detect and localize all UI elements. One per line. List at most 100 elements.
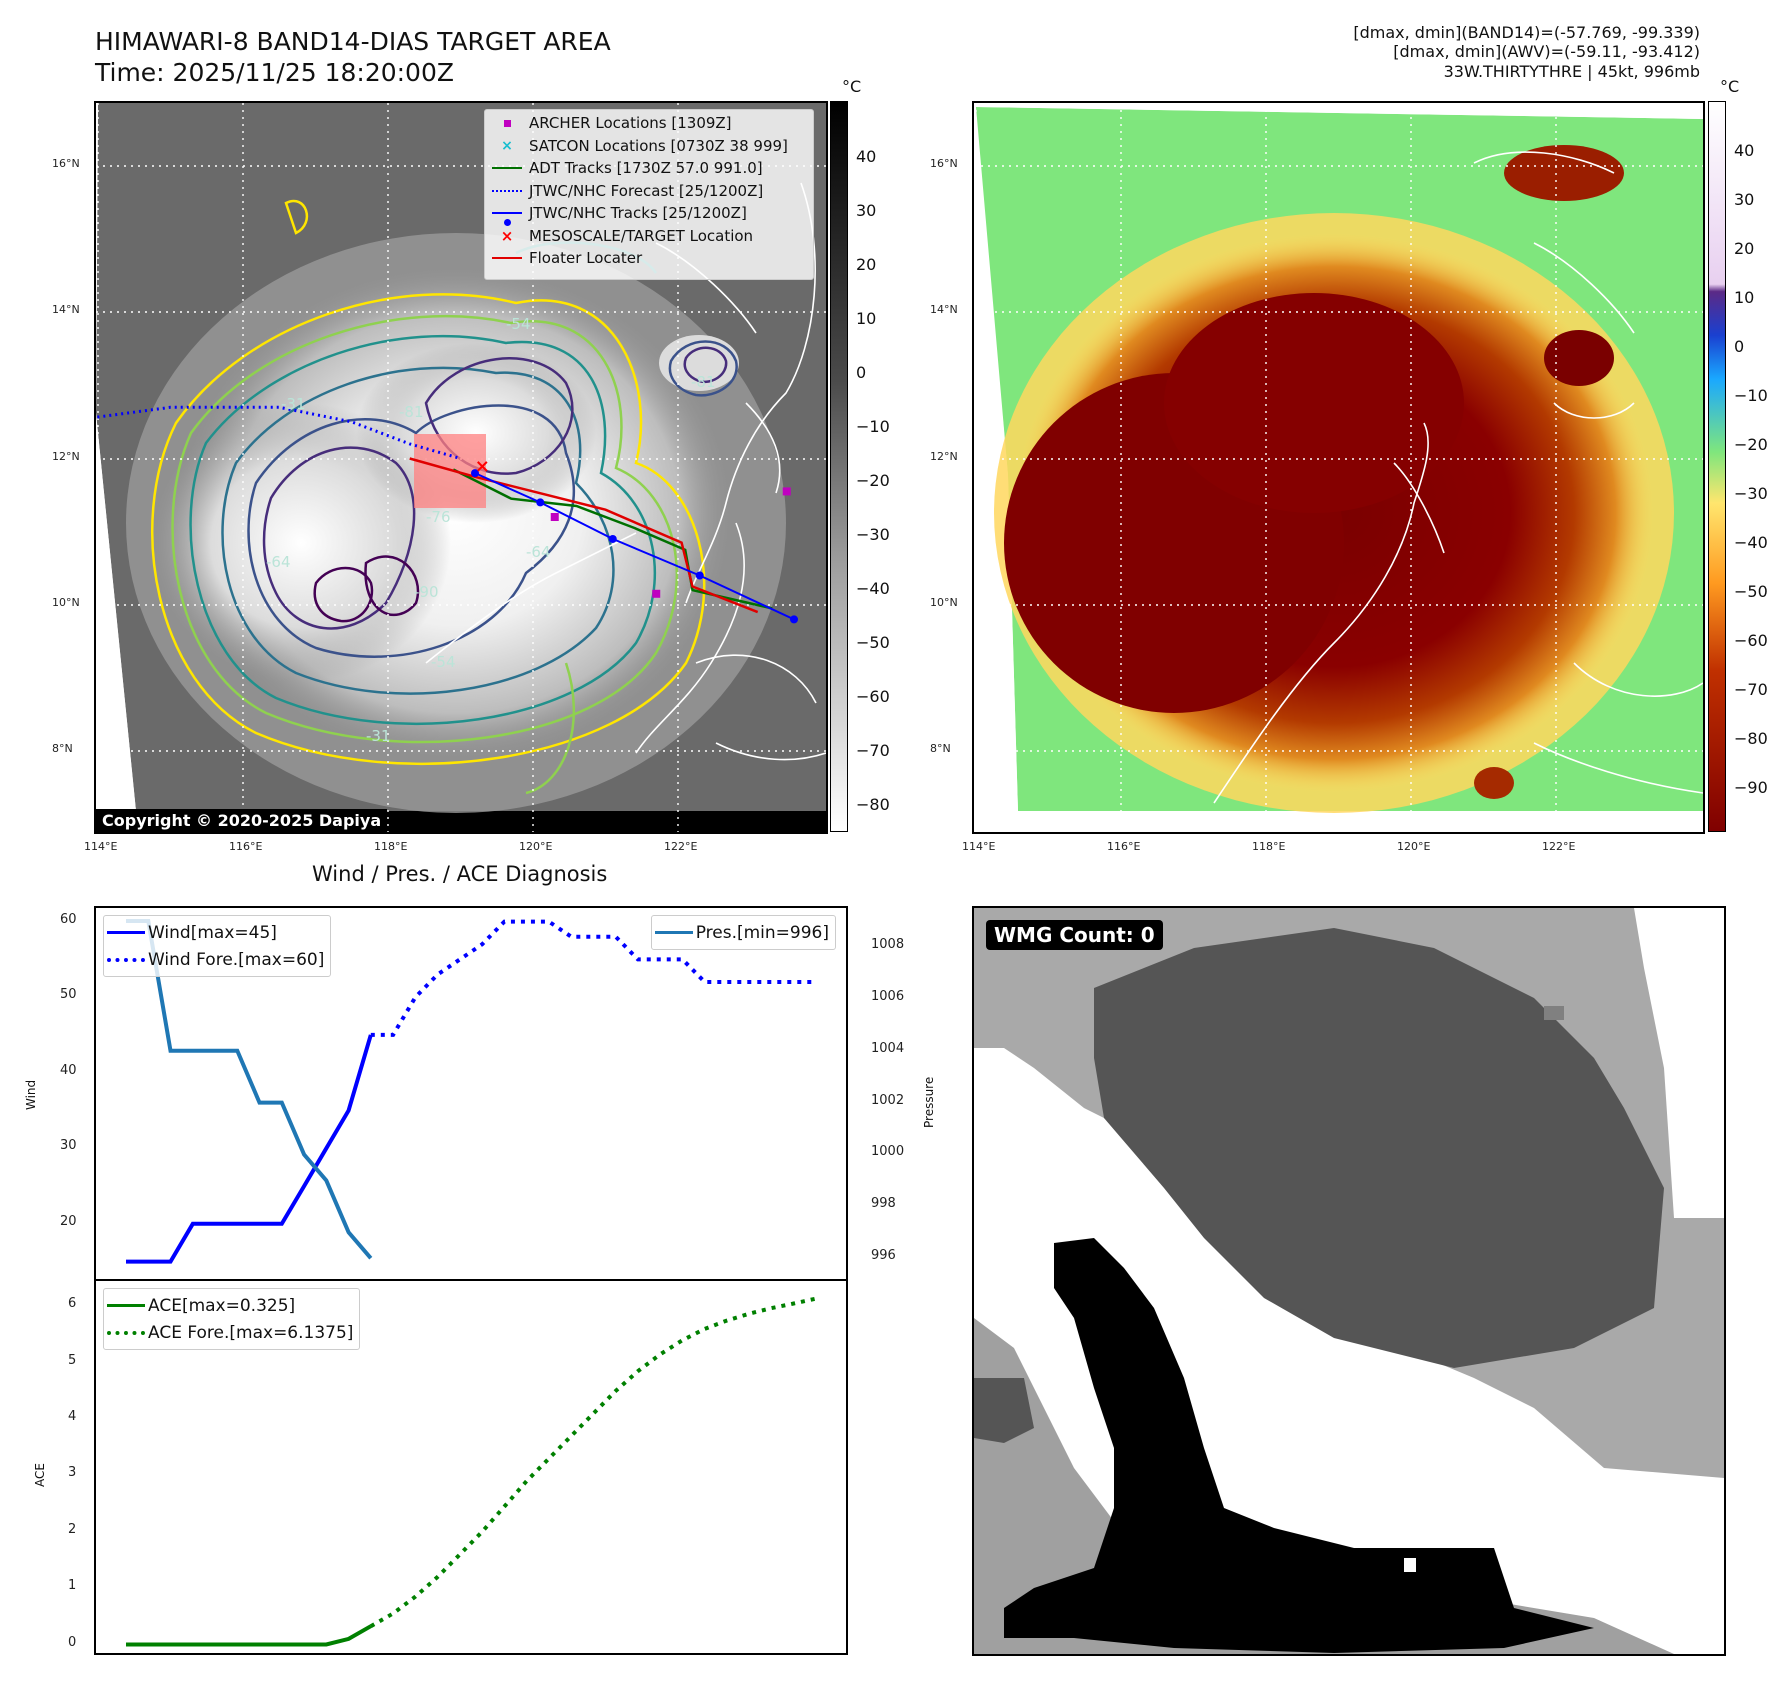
wmg-black-zone [1004,1238,1594,1653]
awv-colorbar-unit: °C [1720,77,1740,96]
wind-axis-label: Wind [24,1079,38,1110]
line-icon [107,931,145,934]
pressure-legend: Pres.[min=996] [650,915,836,950]
colorbar-tick-label: −20 [856,471,890,490]
line-icon [107,1304,145,1307]
pressure-tick-label: 1002 [871,1092,905,1108]
square-marker-icon [503,119,511,127]
ace-tick-label: 2 [68,1521,77,1537]
contour-label: -31 [281,395,306,413]
pressure-tick-label: 1008 [871,936,905,952]
dotted-line-icon [107,957,145,962]
line-dot-icon [492,212,522,215]
jtwc-track-point [695,571,704,580]
gridlines [974,103,1703,832]
awv-range-info: [dmax, dmin](AWV)=(-59.11, -93.412) [1393,42,1700,61]
diagnosis-title: Wind / Pres. / ACE Diagnosis [312,862,608,886]
legend-jtwc-track: JTWC/NHC Tracks [25/1200Z] [485,202,813,227]
wind-legend: Wind[max=45] Wind Fore.[max=60] [103,915,332,977]
lat-tick-label: 14°N [52,303,80,316]
pressure-tick-label: 1006 [871,988,905,1004]
adt-track-line [452,468,773,610]
colorbar-tick-label: 10 [1734,288,1755,307]
colorbar-tick-label: 0 [856,363,867,382]
contour-label: -81 [691,373,716,391]
dotted-line-icon [107,1330,145,1335]
pressure-axis-label: Pressure [922,1076,936,1128]
lat-tick-label: 14°N [930,303,958,316]
colorbar-tick-label: −40 [856,579,890,598]
awv-map-panel[interactable] [972,101,1705,834]
wind-tick-label: 60 [60,911,77,927]
series-line [126,919,373,1260]
contour-label: -81 [399,403,424,421]
band14-range-info: [dmax, dmin](BAND14)=(-57.769, -99.339) [1353,23,1700,42]
jtwc-track-point [790,615,798,624]
colorbar-tick-label: 10 [856,309,877,328]
contour-label: -64 [526,543,551,561]
colorbar-tick-label: −70 [1734,680,1768,699]
jtwc-track-point [608,534,617,543]
awv-map [974,103,1703,832]
line-icon [654,931,693,934]
band14-colorbar-unit: °C [842,77,862,96]
lon-tick-label: 120°E [1397,840,1431,853]
legend-floater: Floater Locater [485,247,813,270]
band14-map-panel[interactable]: × -54 -31 -64 -76 -81 -90 -54 -31 -64 -81 ARCHER … [94,101,828,834]
legend-satcon: × SATCON Locations [0730Z 38 999] [501,136,788,155]
contour-label: -31 [366,727,391,745]
wmg-image [974,908,1724,1654]
track-layer: × [96,405,798,624]
temperature-contours [151,199,738,795]
jtwc-track-point [471,469,479,478]
lon-tick-label: 116°E [229,840,263,853]
colorbar-tick-label: −60 [856,687,890,706]
target-marker: × [475,456,490,477]
pressure-tick-label: 998 [871,1196,896,1212]
ace-tick-label: 3 [68,1465,77,1481]
coastline [1213,151,1703,804]
lat-tick-label: 10°N [52,596,80,609]
archer-point [652,589,661,598]
lat-tick-label: 12°N [52,450,80,463]
colorbar-tick-label: −80 [856,795,890,814]
contour-label: -76 [426,508,451,526]
wmg-count-badge: WMG Count: 0 [986,920,1163,950]
legend-target: × MESOSCALE/TARGET Location [500,226,754,245]
colorbar-tick-label: 0 [1734,337,1745,356]
lon-tick-label: 122°E [1542,840,1576,853]
legend-ace: ACE[max=0.325] [104,1292,353,1319]
legend-wind: Wind[max=45] [104,919,324,946]
ace-tick-label: 5 [68,1352,77,1368]
colorbar-tick-label: 20 [1734,239,1755,258]
contour-label: -90 [414,583,439,601]
legend-jtwc-forecast: JTWC/NHC Forecast [25/1200Z] [485,180,813,203]
ace-tick-label: 6 [68,1296,77,1312]
ace-tick-label: 0 [68,1634,77,1650]
lat-tick-label: 8°N [52,742,73,755]
wind-pressure-chart-panel: Wind[max=45] Wind Fore.[max=60] Pres.[mi… [94,906,848,1281]
lon-tick-label: 116°E [1107,840,1141,853]
archer-point [550,513,559,521]
band14-colorbar [830,101,848,832]
pressure-tick-label: 996 [871,1248,896,1264]
ace-chart [126,1296,817,1647]
colorbar-tick-label: 20 [856,255,877,274]
legend-wind-forecast: Wind Fore.[max=60] [104,946,324,973]
lon-tick-label: 118°E [1252,840,1286,853]
figure-title: HIMAWARI-8 BAND14-DIAS TARGET AREA [95,27,611,56]
archer-point [782,487,791,496]
series-line [126,1624,372,1647]
lat-tick-label: 10°N [930,596,958,609]
lat-tick-label: 12°N [930,450,958,463]
legend-archer: ARCHER Locations [1309Z] [485,112,813,135]
colorbar-tick-label: −20 [1734,435,1768,454]
ace-tick-label: 4 [68,1409,77,1425]
wind-pressure-chart [126,919,816,1264]
band14-map: × [96,103,826,832]
lat-tick-label: 8°N [930,742,951,755]
colorbar-tick-label: 40 [856,147,877,166]
legend-pressure: Pres.[min=996] [652,919,829,946]
colorbar-tick-label: −10 [1734,386,1768,405]
lon-tick-label: 120°E [519,840,553,853]
